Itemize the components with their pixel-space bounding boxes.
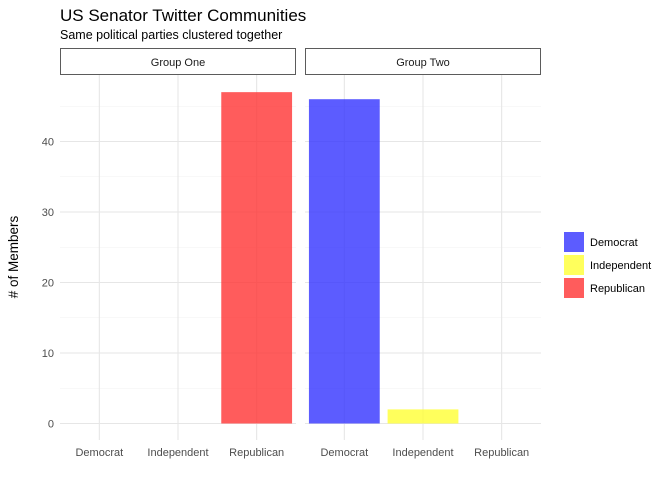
legend-swatch-independent	[564, 255, 584, 275]
facet-strip-label: Group One	[151, 57, 205, 69]
y-axis: 0 10 20 30 40	[42, 137, 54, 431]
legend-swatch-republican	[564, 278, 584, 298]
chart-title: US Senator Twitter Communities	[60, 6, 306, 25]
y-tick-label: 10	[42, 348, 54, 360]
legend: Democrat Independent Republican	[564, 232, 651, 298]
y-axis-title: # of Members	[6, 215, 21, 298]
x-tick-label: Independent	[392, 447, 453, 459]
x-tick-label: Democrat	[75, 447, 123, 459]
facet-strip-label: Group Two	[396, 57, 450, 69]
bar-democrat	[308, 99, 380, 424]
facet-panel: Group One Democrat Independent Republican	[60, 48, 296, 459]
y-tick-label: 40	[42, 137, 54, 149]
legend-swatch-democrat	[564, 232, 584, 252]
x-tick-label: Republican	[229, 447, 284, 459]
chart-subtitle: Same political parties clustered togethe…	[60, 28, 282, 42]
facet-strip	[60, 48, 296, 75]
y-tick-label: 0	[48, 419, 54, 431]
legend-label: Independent	[590, 260, 651, 272]
legend-label: Republican	[590, 283, 645, 295]
bar-independent	[387, 409, 459, 424]
x-tick-label: Independent	[147, 447, 208, 459]
bar-republican	[221, 92, 293, 424]
x-tick-label: Republican	[474, 447, 529, 459]
x-tick-label: Democrat	[320, 447, 368, 459]
facet-panel: Group Two Democrat Independent Republican	[305, 48, 541, 459]
facet-strip	[305, 48, 541, 75]
legend-label: Democrat	[590, 237, 638, 249]
y-tick-label: 30	[42, 207, 54, 219]
y-tick-label: 20	[42, 278, 54, 290]
